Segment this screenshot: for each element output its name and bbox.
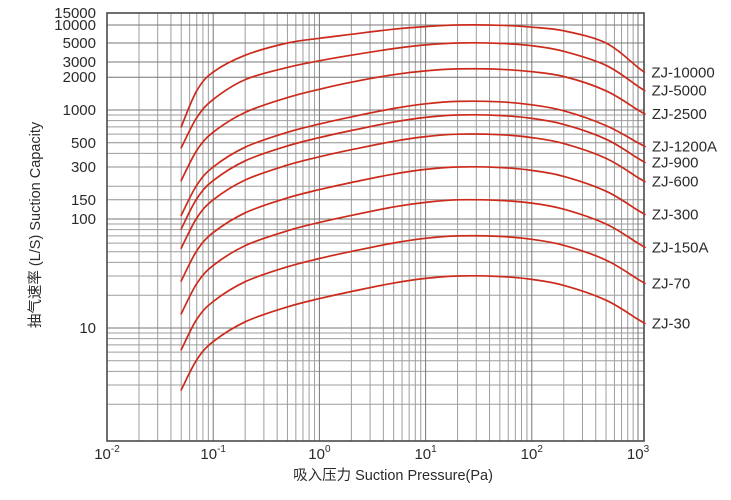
curve-label-ZJ-2500: ZJ-2500 — [652, 106, 707, 123]
curve-ZJ-10000 — [180, 24, 646, 128]
curve-label-ZJ-10000: ZJ-10000 — [651, 64, 714, 81]
curve-ZJ-30 — [180, 275, 646, 391]
y-tick-label: 2000 — [63, 69, 96, 86]
x-axis-title: 吸入压力 Suction Pressure(Pa) — [293, 467, 493, 484]
curve-label-ZJ-300: ZJ-300 — [652, 206, 699, 223]
curve-ZJ-150A — [180, 198, 646, 315]
y-tick-label: 10000 — [54, 17, 96, 34]
plot-border — [106, 12, 645, 442]
curve-ZJ-2500 — [180, 67, 646, 182]
curve-ZJ-900 — [180, 114, 646, 230]
y-tick-label: 300 — [71, 159, 96, 176]
y-tick-label: 150 — [71, 192, 96, 209]
curve-ZJ-70 — [180, 234, 646, 351]
plot-frame — [106, 12, 645, 442]
pump-speed-curves — [180, 24, 646, 391]
x-tick-label: 10-1 — [200, 444, 226, 463]
x-tick-label: 10-2 — [94, 444, 120, 463]
x-axis-tick-labels: 10-2 10-1 100 101 102 103 — [94, 444, 649, 463]
x-tick-label: 101 — [414, 444, 437, 463]
y-tick-label: 100 — [71, 211, 96, 228]
curve-label-ZJ-1200A: ZJ-1200A — [652, 139, 717, 156]
x-tick-label: 102 — [521, 444, 544, 463]
curve-ZJ-300 — [180, 166, 646, 282]
y-tick-label: 500 — [71, 135, 96, 152]
curve-label-ZJ-30: ZJ-30 — [652, 315, 690, 332]
curve-label-ZJ-900: ZJ-900 — [652, 154, 699, 171]
y-tick-label: 5000 — [63, 35, 96, 52]
y-tick-label: 10 — [79, 320, 96, 337]
y-tick-label: 3000 — [63, 54, 96, 71]
curve-ZJ-1200A — [180, 100, 646, 217]
curve-label-ZJ-70: ZJ-70 — [652, 275, 690, 292]
curve-ZJ-600 — [180, 133, 646, 250]
curve-label-ZJ-150A: ZJ-150A — [652, 239, 709, 256]
grid-minor-lines — [107, 13, 644, 441]
curve-label-ZJ-600: ZJ-600 — [652, 174, 699, 191]
curve-label-ZJ-5000: ZJ-5000 — [652, 83, 707, 100]
x-tick-label: 100 — [308, 444, 331, 463]
x-tick-label: 103 — [627, 444, 650, 463]
y-tick-label: 1000 — [63, 102, 96, 119]
y-axis-title: 抽气速率 (L/S) Suction Capacity — [27, 121, 44, 328]
y-tick-label: 15000 — [54, 5, 96, 22]
curve-ZJ-5000 — [180, 42, 646, 149]
